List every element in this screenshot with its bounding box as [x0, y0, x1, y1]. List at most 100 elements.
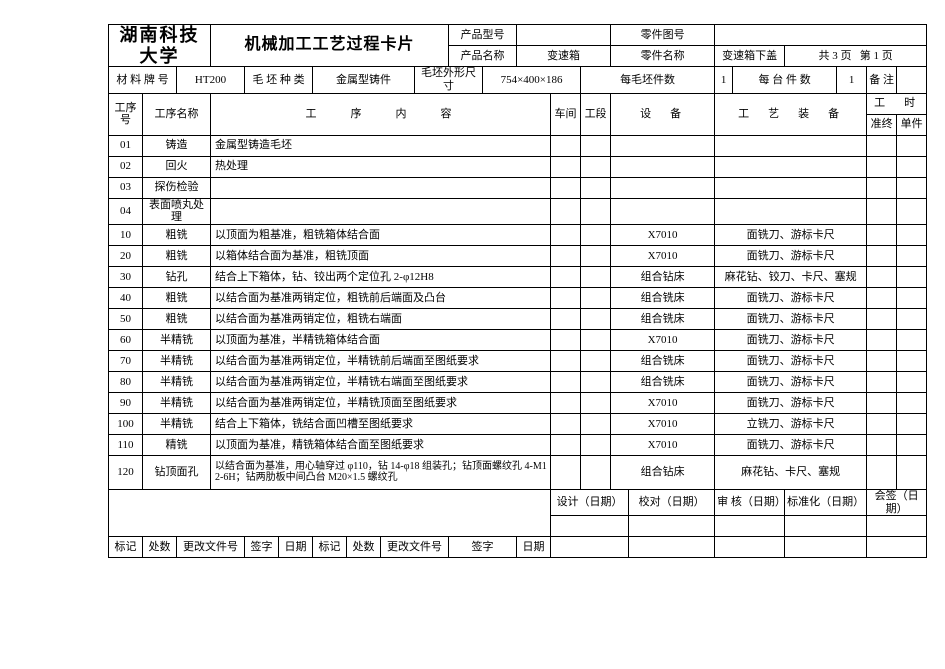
proc-tool: 面铣刀、游标卡尺	[715, 224, 867, 245]
sig-audit-value	[715, 516, 785, 537]
proc-name: 半精铣	[143, 392, 211, 413]
col-equipment: 设 备	[611, 93, 715, 135]
part-drawing-no-label: 零件图号	[611, 25, 715, 46]
page-current: 1	[873, 50, 879, 62]
proc-content: 以结合面为基准两销定位，半精铣顶面至图纸要求	[211, 392, 551, 413]
proc-time-unit	[897, 198, 927, 224]
proc-tool: 面铣刀、游标卡尺	[715, 434, 867, 455]
proc-workshop	[551, 135, 581, 156]
change-blank-1	[551, 537, 629, 558]
proc-time-unit	[897, 392, 927, 413]
sig-check-label: 校对（日期）	[629, 489, 715, 515]
remark-label: 备 注	[867, 67, 897, 93]
proc-section	[581, 371, 611, 392]
proc-content: 以结合面为基准两销定位，半精铣右端面至图纸要求	[211, 371, 551, 392]
proc-time-setup	[867, 392, 897, 413]
change-count-label-2: 处数	[347, 537, 381, 558]
col-workshop: 车间	[551, 93, 581, 135]
proc-no: 10	[109, 224, 143, 245]
proc-equip	[611, 156, 715, 177]
proc-workshop	[551, 245, 581, 266]
proc-time-unit	[897, 224, 927, 245]
proc-no: 50	[109, 308, 143, 329]
proc-no: 70	[109, 350, 143, 371]
proc-content: 以箱体结合面为基准，粗铣顶面	[211, 245, 551, 266]
proc-time-setup	[867, 198, 897, 224]
change-file-label-2: 更改文件号	[381, 537, 449, 558]
proc-section	[581, 135, 611, 156]
proc-content: 以顶面为基准，精铣箱体结合面至图纸要求	[211, 434, 551, 455]
process-card-table: 湖南科技大学 机械加工工艺过程卡片 产品型号 零件图号 产品名称 变速箱 零件名…	[108, 24, 927, 558]
proc-section	[581, 392, 611, 413]
proc-time-unit	[897, 308, 927, 329]
proc-section	[581, 455, 611, 489]
proc-section	[581, 266, 611, 287]
proc-name: 粗铣	[143, 245, 211, 266]
proc-time-setup	[867, 287, 897, 308]
signature-blank-area	[109, 489, 551, 536]
product-name-label: 产品名称	[449, 46, 517, 67]
process-card-sheet: 湖南科技大学 机械加工工艺过程卡片 产品型号 零件图号 产品名称 变速箱 零件名…	[0, 0, 945, 669]
change-mark-label: 标记	[109, 537, 143, 558]
proc-content: 金属型铸造毛坯	[211, 135, 551, 156]
proc-no: 100	[109, 413, 143, 434]
change-sign-label-2: 签字	[449, 537, 517, 558]
part-drawing-no-value	[715, 25, 927, 46]
proc-equip: X7010	[611, 329, 715, 350]
proc-name: 粗铣	[143, 308, 211, 329]
proc-workshop	[551, 287, 581, 308]
proc-time-setup	[867, 308, 897, 329]
blank-dim-value: 754×400×186	[483, 67, 581, 93]
material-grade-label: 材 料 牌 号	[109, 67, 177, 93]
page-total: 3	[832, 50, 838, 62]
proc-equip: 组合钻床	[611, 266, 715, 287]
proc-time-setup	[867, 350, 897, 371]
proc-name: 粗铣	[143, 224, 211, 245]
page-current-prefix: 第	[860, 50, 871, 62]
university-name: 湖南科技大学	[109, 25, 211, 67]
col-proc-content: 工 序 内 容	[211, 93, 551, 135]
proc-content: 结合上下箱体，铣结合面凹槽至图纸要求	[211, 413, 551, 434]
proc-equip: 组合铣床	[611, 308, 715, 329]
col-time-unit: 单件	[897, 114, 927, 135]
proc-content: 以结合面为基准，用心轴穿过 φ110，钻 14-φ18 组装孔；钻顶面螺纹孔 4…	[211, 455, 551, 489]
proc-section	[581, 434, 611, 455]
sig-standardize-label: 标准化（日期）	[785, 489, 867, 515]
page-info: 共 3 页 第 1 页	[785, 46, 927, 67]
change-date-label: 日期	[279, 537, 313, 558]
proc-no: 90	[109, 392, 143, 413]
proc-name: 表面喷丸处理	[143, 198, 211, 224]
proc-workshop	[551, 413, 581, 434]
proc-workshop	[551, 177, 581, 198]
proc-section	[581, 329, 611, 350]
change-date-label-2: 日期	[517, 537, 551, 558]
proc-content	[211, 177, 551, 198]
proc-workshop	[551, 455, 581, 489]
col-proc-name: 工序名称	[143, 93, 211, 135]
proc-content: 以结合面为基准两销定位，半精铣前后端面至图纸要求	[211, 350, 551, 371]
proc-workshop	[551, 434, 581, 455]
proc-time-unit	[897, 371, 927, 392]
proc-time-setup	[867, 434, 897, 455]
proc-time-unit	[897, 413, 927, 434]
sig-cosign-label: 会签（日期）	[867, 489, 927, 515]
proc-content: 以结合面为基准两销定位，粗铣右端面	[211, 308, 551, 329]
proc-name: 半精铣	[143, 413, 211, 434]
proc-equip	[611, 198, 715, 224]
proc-equip	[611, 177, 715, 198]
proc-name: 精铣	[143, 434, 211, 455]
proc-time-setup	[867, 455, 897, 489]
col-time: 工 时	[867, 93, 927, 114]
proc-tool: 麻花钻、铰刀、卡尺、塞规	[715, 266, 867, 287]
proc-workshop	[551, 329, 581, 350]
proc-time-unit	[897, 156, 927, 177]
proc-equip: X7010	[611, 413, 715, 434]
proc-time-setup	[867, 156, 897, 177]
per-unit-count-value: 1	[837, 67, 867, 93]
product-model-value	[517, 25, 611, 46]
sig-audit-label: 审 核（日期）	[715, 489, 785, 515]
proc-workshop	[551, 350, 581, 371]
change-blank-4	[785, 537, 867, 558]
part-name-label: 零件名称	[611, 46, 715, 67]
per-blank-count-label: 每毛坯件数	[581, 67, 715, 93]
